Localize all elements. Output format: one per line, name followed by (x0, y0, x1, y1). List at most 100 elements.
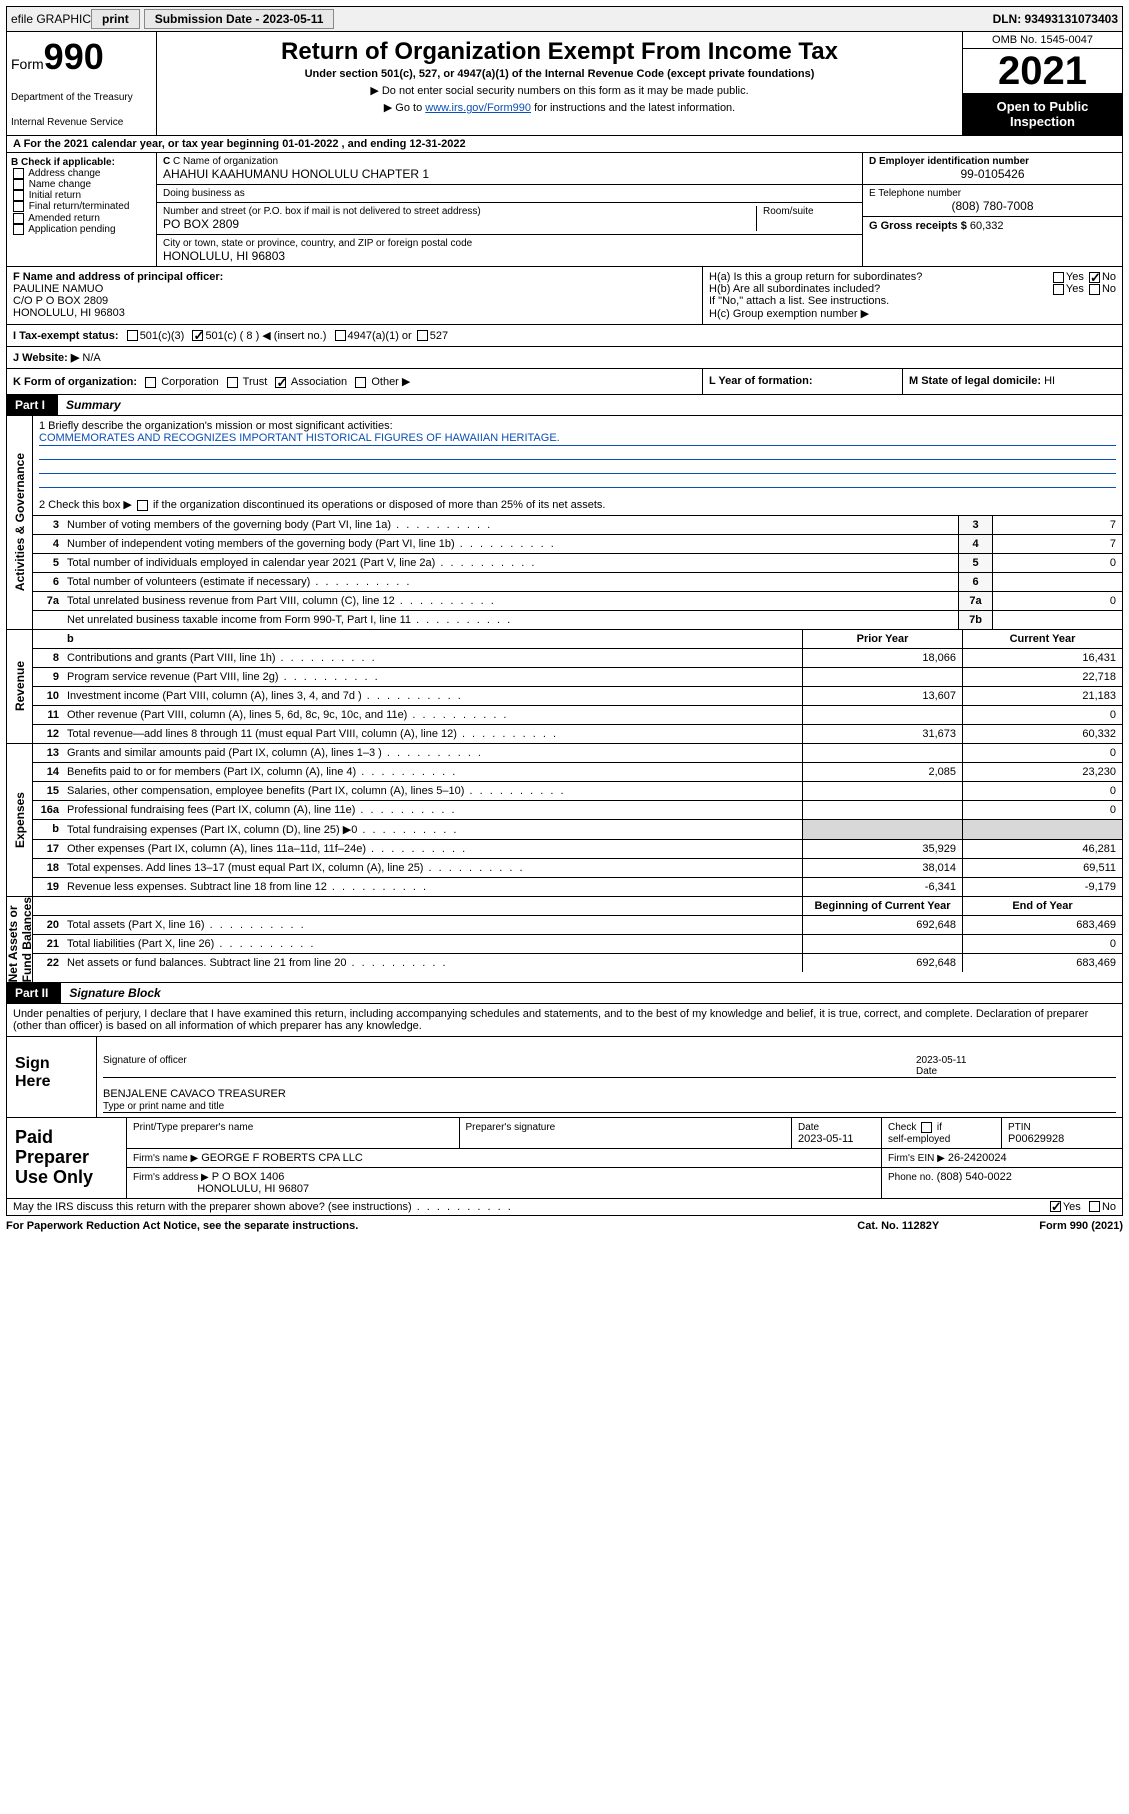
data-line: 19 Revenue less expenses. Subtract line … (33, 878, 1122, 896)
phone-label: E Telephone number (869, 188, 1116, 199)
org-name-label: C Name of organization (173, 156, 278, 167)
efile-topbar: efile GRAPHIC print Submission Date - 20… (6, 6, 1123, 32)
section-bcd: B Check if applicable: Address change Na… (6, 153, 1123, 267)
gov-line: Net unrelated business taxable income fr… (33, 611, 1122, 629)
firm-addr1: P O BOX 1406 (212, 1171, 285, 1183)
gross-label: G Gross receipts $ (869, 220, 967, 232)
irs-label: Internal Revenue Service (11, 117, 152, 128)
data-line: 16a Professional fundraising fees (Part … (33, 801, 1122, 820)
title-box: Return of Organization Exempt From Incom… (157, 32, 962, 135)
ptin-value: P00629928 (1008, 1133, 1064, 1145)
city-value: HONOLULU, HI 96803 (163, 249, 856, 263)
group-return-block: H(a) Is this a group return for subordin… (702, 267, 1122, 324)
prep-date: 2023-05-11 (798, 1133, 853, 1145)
k-opt-checkbox[interactable] (227, 377, 238, 388)
open-inspection-badge: Open to Public Inspection (963, 93, 1122, 135)
status-4947-checkbox[interactable] (335, 330, 346, 341)
phone-value: (808) 780-7008 (869, 199, 1116, 213)
vtab-revenue: Revenue (7, 630, 33, 743)
paperwork-footer: For Paperwork Reduction Act Notice, see … (6, 1216, 1123, 1236)
b-checkbox[interactable] (13, 168, 24, 179)
efile-label: efile GRAPHIC (11, 12, 91, 26)
status-501c-checkbox[interactable] (192, 330, 203, 341)
b-checkbox[interactable] (13, 179, 24, 190)
row-i-tax-status: I Tax-exempt status: 501(c)(3) 501(c) ( … (6, 325, 1123, 347)
data-line: 15 Salaries, other compensation, employe… (33, 782, 1122, 801)
revenue-header: b Prior Year Current Year (33, 630, 1122, 649)
sign-here-row: Sign Here Signature of officer 2023-05-1… (7, 1036, 1122, 1117)
gov-line: 7a Total unrelated business revenue from… (33, 592, 1122, 611)
form-footer-label: Form 990 (2021) (1039, 1220, 1123, 1232)
section-b-title: B Check if applicable: (11, 157, 152, 168)
dln-label: DLN: 93493131073403 (993, 12, 1118, 26)
b-checkbox[interactable] (13, 213, 24, 224)
vtab-netassets: Net Assets or Fund Balances (7, 897, 33, 982)
self-employed-checkbox[interactable] (921, 1122, 932, 1133)
sign-here-label: Sign Here (7, 1037, 97, 1117)
data-line: 17 Other expenses (Part IX, column (A), … (33, 840, 1122, 859)
officer-addr2: HONOLULU, HI 96803 (13, 307, 696, 319)
gov-line: 4 Number of independent voting members o… (33, 535, 1122, 554)
firm-ein: 26-2420024 (948, 1152, 1007, 1164)
col-b-checkboxes: B Check if applicable: Address change Na… (7, 153, 157, 266)
discuss-no-checkbox[interactable] (1089, 1201, 1100, 1212)
status-501c3-checkbox[interactable] (127, 330, 138, 341)
form-number-box: Form990 Department of the Treasury Inter… (7, 32, 157, 135)
form-label: Form (11, 56, 44, 72)
vtab-governance: Activities & Governance (7, 416, 33, 629)
year-box: OMB No. 1545-0047 2021 Open to Public In… (962, 32, 1122, 135)
discontinued-checkbox[interactable] (137, 500, 148, 511)
part2-header: Part II Signature Block (6, 983, 1123, 1004)
paid-preparer-label: Paid Preparer Use Only (7, 1118, 127, 1198)
mission-text: COMMEMORATES AND RECOGNIZES IMPORTANT HI… (39, 432, 1116, 446)
expenses-block: Expenses 13 Grants and similar amounts p… (6, 744, 1123, 897)
data-line: 20 Total assets (Part X, line 16) 692,64… (33, 916, 1122, 935)
form-header: Form990 Department of the Treasury Inter… (6, 32, 1123, 136)
irs-link[interactable]: www.irs.gov/Form990 (425, 102, 531, 114)
data-line: 21 Total liabilities (Part X, line 26) 0 (33, 935, 1122, 954)
firm-name: GEORGE F ROBERTS CPA LLC (201, 1152, 363, 1164)
ein-value: 99-0105426 (869, 167, 1116, 181)
signature-block: Under penalties of perjury, I declare th… (6, 1004, 1123, 1199)
street-value: PO BOX 2809 (163, 217, 756, 231)
b-checkbox[interactable] (13, 224, 24, 235)
print-button[interactable]: print (91, 9, 140, 29)
dba-label: Doing business as (163, 188, 856, 199)
k-opt-checkbox[interactable] (275, 377, 286, 388)
data-line: 14 Benefits paid to or for members (Part… (33, 763, 1122, 782)
sign-date: 2023-05-11 (916, 1055, 966, 1066)
dept-label: Department of the Treasury (11, 92, 152, 103)
b-checkbox[interactable] (13, 190, 24, 201)
col-c-org-info: C C Name of organization AHAHUI KAAHUMAN… (157, 153, 862, 266)
hb-no-checkbox[interactable] (1089, 284, 1100, 295)
status-527-checkbox[interactable] (417, 330, 428, 341)
discuss-yes-checkbox[interactable] (1050, 1201, 1061, 1212)
ein-label: D Employer identification number (869, 156, 1029, 167)
k-opt-checkbox[interactable] (355, 377, 366, 388)
gross-value: 60,332 (970, 220, 1004, 232)
data-line: 22 Net assets or fund balances. Subtract… (33, 954, 1122, 972)
note-goto: ▶ Go to www.irs.gov/Form990 for instruct… (165, 101, 954, 114)
irs-discuss-row: May the IRS discuss this return with the… (6, 1199, 1123, 1216)
gov-line: 6 Total number of volunteers (estimate i… (33, 573, 1122, 592)
data-line: 12 Total revenue—add lines 8 through 11 … (33, 725, 1122, 743)
data-line: 8 Contributions and grants (Part VIII, l… (33, 649, 1122, 668)
hb-yes-checkbox[interactable] (1053, 284, 1064, 295)
b-checkbox[interactable] (13, 201, 24, 212)
form-subtitle: Under section 501(c), 527, or 4947(a)(1)… (165, 68, 954, 80)
net-assets-block: Net Assets or Fund Balances Beginning of… (6, 897, 1123, 983)
form-number: 990 (44, 36, 104, 77)
firm-addr2: HONOLULU, HI 96807 (197, 1183, 309, 1195)
row-j-website: J Website: ▶ N/A (6, 347, 1123, 369)
catalog-number: Cat. No. 11282Y (857, 1220, 939, 1232)
gov-line: 5 Total number of individuals employed i… (33, 554, 1122, 573)
ha-no-checkbox[interactable] (1089, 272, 1100, 283)
data-line: 11 Other revenue (Part VIII, column (A),… (33, 706, 1122, 725)
gov-line: 3 Number of voting members of the govern… (33, 516, 1122, 535)
k-opt-checkbox[interactable] (145, 377, 156, 388)
submission-date-chip: Submission Date - 2023-05-11 (144, 9, 335, 29)
data-line: 10 Investment income (Part VIII, column … (33, 687, 1122, 706)
ha-yes-checkbox[interactable] (1053, 272, 1064, 283)
hc-label: H(c) Group exemption number ▶ (709, 307, 1116, 320)
officer-typed-name: BENJALENE CAVACO TREASURER (103, 1088, 286, 1100)
